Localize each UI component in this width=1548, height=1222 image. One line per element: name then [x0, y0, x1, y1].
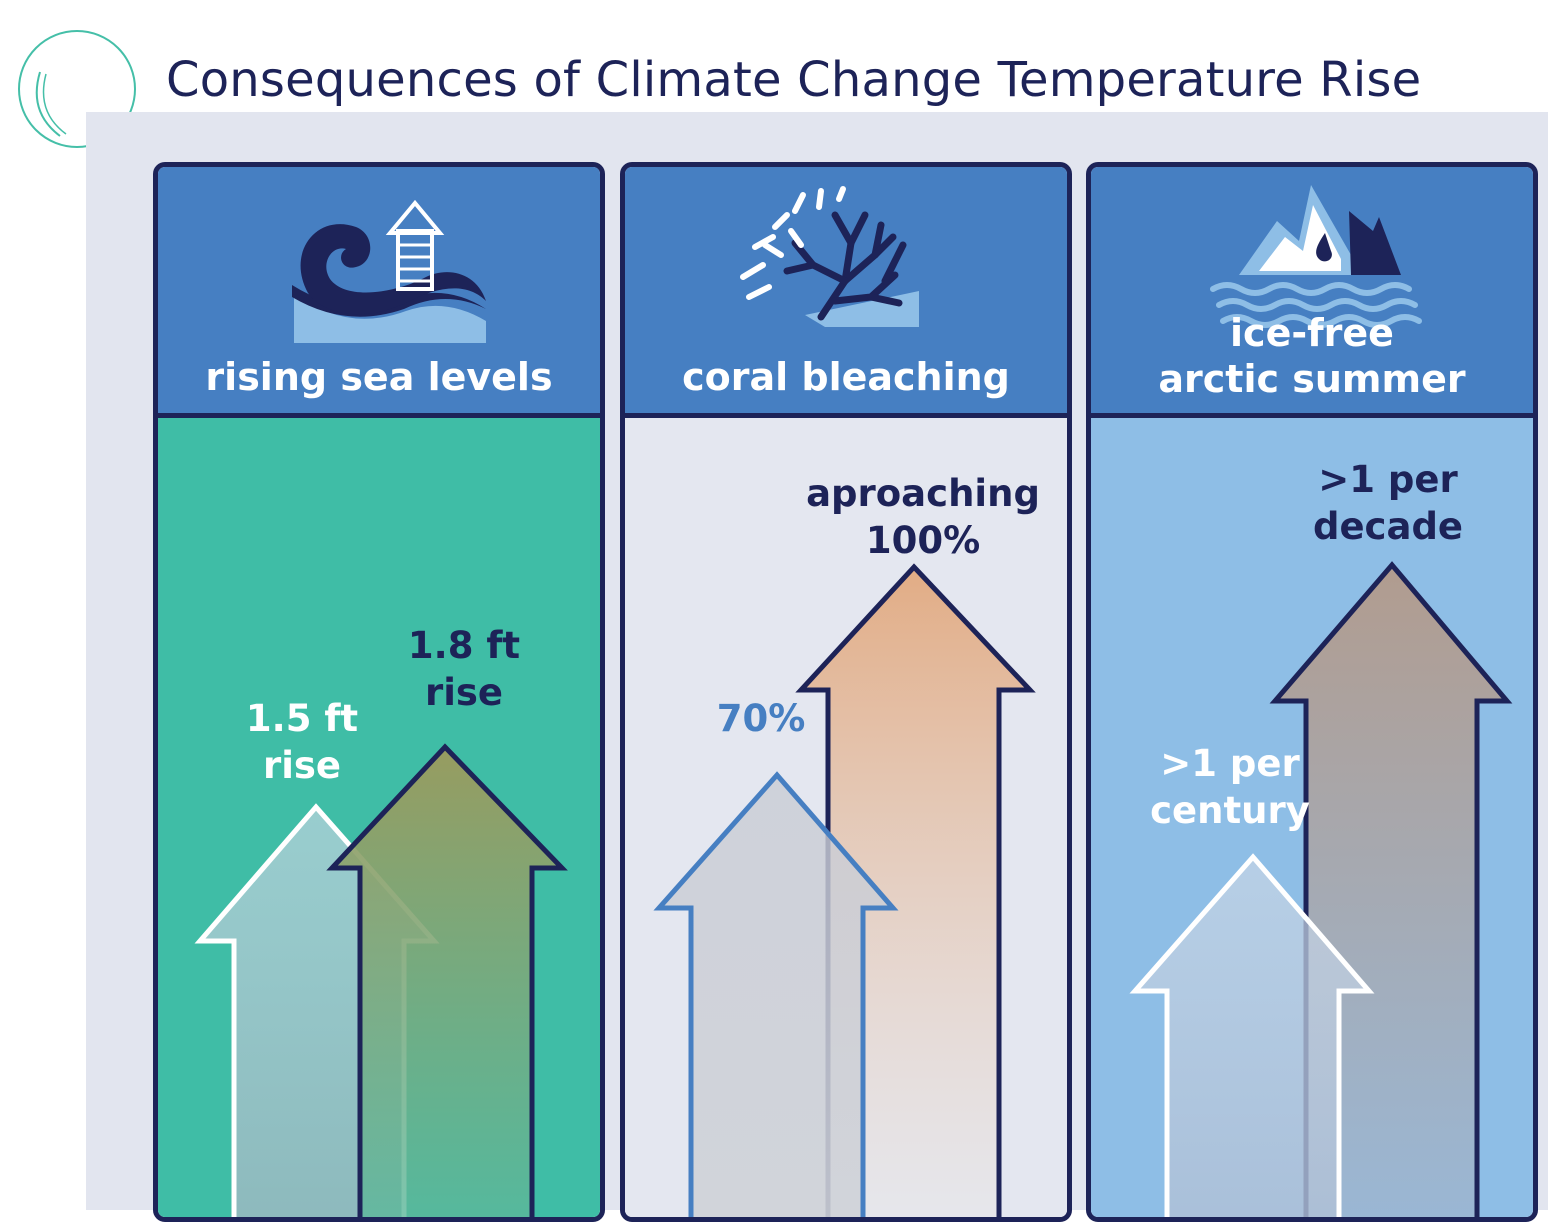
panel-sea-levels: rising sea levels 1.5 ft rise 1.8 ft rise	[153, 162, 605, 1222]
panel-label: coral bleaching	[682, 355, 1010, 399]
arrow-higher-sea	[326, 743, 568, 1217]
higher-value-label: aproaching 100%	[806, 472, 1040, 562]
wave-rising-icon	[292, 199, 486, 343]
arrow-lower-arctic	[1129, 853, 1375, 1217]
arrow-group	[194, 743, 568, 1217]
logo-circle	[18, 30, 136, 148]
panel-label: ice-free arctic summer	[1091, 310, 1533, 402]
panel-header: ice-free arctic summer	[1091, 167, 1533, 418]
page-title: Consequences of Climate Change Temperatu…	[166, 52, 1422, 108]
arrow-lower-coral	[653, 771, 899, 1217]
lower-value-label: >1 per century	[1150, 742, 1310, 832]
panel-coral: coral bleaching 70% aproaching 100%	[620, 162, 1072, 1222]
panel-label-line-2: arctic summer	[1158, 357, 1466, 401]
logo-arc-icon	[35, 71, 67, 137]
arrow-group	[653, 563, 1036, 1217]
panel-label-line-1: ice-free	[1230, 311, 1394, 355]
coral-icon	[740, 186, 919, 327]
lower-value-label: 1.5 ft rise	[245, 697, 359, 787]
higher-value-label: 1.8 ft rise	[407, 624, 521, 714]
arrow-group	[1129, 561, 1513, 1217]
higher-value-label: >1 per decade	[1312, 458, 1464, 548]
panel-header: coral bleaching	[625, 167, 1067, 418]
panel-header: rising sea levels	[158, 167, 600, 418]
panel-label: rising sea levels	[205, 355, 553, 399]
melting-iceberg-icon	[1210, 185, 1422, 328]
lower-value-label: 70%	[716, 697, 806, 740]
panel-arctic: ice-free arctic summer >1 per century >1 …	[1086, 162, 1538, 1222]
